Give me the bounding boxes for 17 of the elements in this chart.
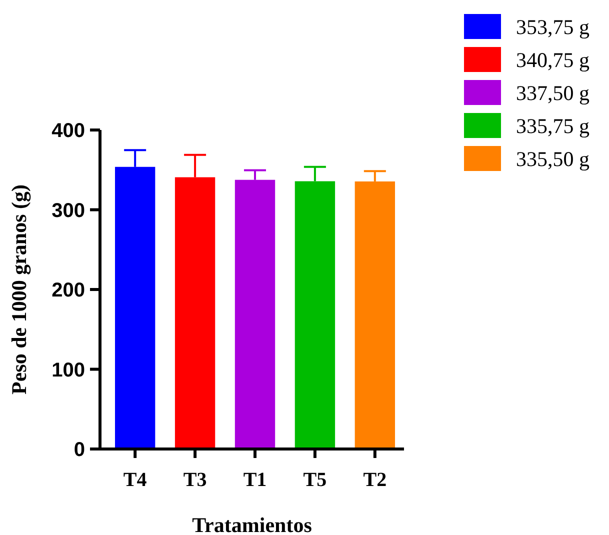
x-tick-label: T1 [243, 469, 267, 491]
x-tick-label: T3 [183, 469, 207, 491]
x-tick-label: T4 [123, 469, 147, 491]
y-tick-label: 300 [52, 200, 85, 222]
y-tick-label: 100 [52, 359, 85, 382]
y-axis-title: Peso de 1000 granos (g) [7, 184, 31, 394]
legend-label: 340,75 g [516, 48, 590, 72]
x-tick-label: T2 [363, 469, 387, 491]
y-tick-label: 0 [74, 439, 85, 461]
legend-label: 335,75 g [516, 114, 590, 138]
legend-label: 353,75 g [516, 14, 590, 39]
y-tick-label: 200 [52, 280, 85, 302]
legend-label: 335,50 g [516, 146, 590, 171]
legend-label: 337,50 g [516, 80, 590, 105]
y-tick-label: 400 [52, 120, 85, 142]
x-axis-title: Tratamientos [192, 513, 312, 535]
x-tick-label: T5 [303, 469, 327, 491]
